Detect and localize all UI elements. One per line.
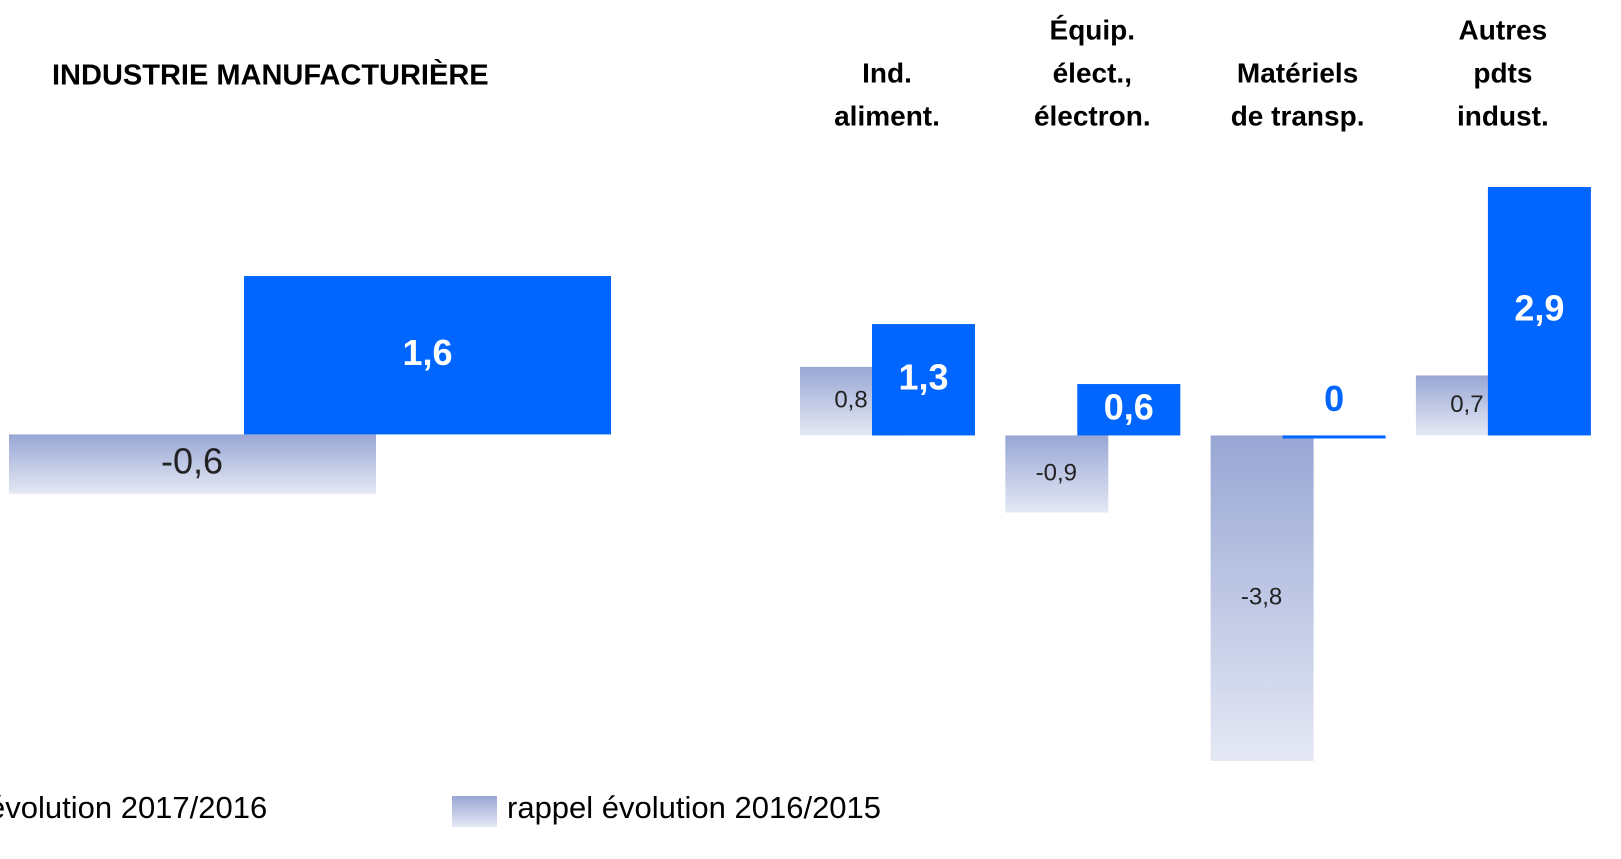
category-label: Autres bbox=[1459, 14, 1548, 45]
bar bbox=[1210, 435, 1314, 761]
value-label: 0,8 bbox=[834, 387, 867, 414]
value-label: 0,7 bbox=[1450, 391, 1483, 418]
category-label: Équip. bbox=[1050, 14, 1136, 45]
value-label: -0,9 bbox=[1036, 459, 1077, 486]
bar bbox=[1077, 384, 1181, 436]
category-label: pdts bbox=[1473, 57, 1532, 88]
value-label: 0 bbox=[1324, 378, 1344, 419]
category-label: Matériels bbox=[1237, 57, 1358, 88]
chart-title: INDUSTRIE MANUFACTURIÈRE bbox=[52, 58, 489, 92]
value-label: 1,3 bbox=[898, 356, 948, 397]
legend-swatch bbox=[452, 796, 497, 827]
bar bbox=[1282, 435, 1386, 439]
category-label: de transp. bbox=[1231, 100, 1365, 131]
value-label: -3,8 bbox=[1241, 584, 1282, 611]
value-label: 1,6 bbox=[402, 332, 452, 373]
bar bbox=[1487, 187, 1591, 436]
bar bbox=[244, 276, 611, 435]
bar bbox=[872, 324, 975, 436]
legend-label: évolution 2017/2016 bbox=[0, 790, 267, 825]
value-label: 0,6 bbox=[1104, 386, 1154, 427]
value-label: -0,6 bbox=[161, 441, 223, 482]
category-label: électron. bbox=[1034, 100, 1151, 131]
legend-label: rappel évolution 2016/2015 bbox=[507, 790, 881, 825]
value-label: 2,9 bbox=[1514, 288, 1564, 329]
bar bbox=[9, 434, 376, 494]
category-label: indust. bbox=[1457, 100, 1549, 131]
category-label: aliment. bbox=[834, 100, 940, 131]
category-label: élect., bbox=[1053, 57, 1132, 88]
category-label: Ind. bbox=[862, 57, 912, 88]
bar bbox=[1005, 435, 1109, 513]
